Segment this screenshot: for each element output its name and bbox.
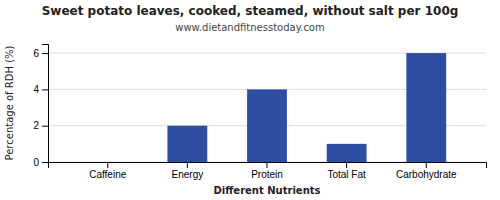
- x-axis-line: [49, 163, 487, 169]
- title: Sweet potato leaves, cooked, steamed, wi…: [42, 4, 459, 18]
- grid: [48, 53, 486, 162]
- x-tick: Protein: [251, 162, 283, 180]
- x-tick-mark: [426, 162, 427, 168]
- plot-area: 0 2 4 6 Caffeine Energy Protein Total Fat Carboh…: [33, 45, 486, 181]
- x-tick-mark: [187, 162, 188, 168]
- x-tick: Energy: [172, 162, 204, 180]
- y-tick: 2: [33, 120, 48, 131]
- y-tick: 0: [33, 157, 48, 168]
- bar: [88, 162, 128, 163]
- y-tick-label: 6: [33, 48, 39, 59]
- chart-container: Sweet potato leaves, cooked, steamed, wi…: [0, 0, 500, 200]
- x-tick-mark: [107, 162, 108, 168]
- bar: [406, 53, 446, 162]
- x-axis: Caffeine Energy Protein Total Fat Carbohydra…: [49, 162, 487, 180]
- subtitle: www.dietandfitnesstoday.com: [175, 22, 324, 33]
- y-axis-line: [42, 45, 49, 163]
- x-tick-mark: [267, 162, 268, 168]
- x-tick: Caffeine: [89, 162, 127, 180]
- y-tick-mark: [42, 126, 48, 127]
- x-tick-label: Energy: [172, 169, 204, 180]
- x-axis-label: Different Nutrients: [214, 185, 321, 196]
- y-tick-label: 4: [33, 84, 39, 95]
- y-tick: 6: [33, 48, 48, 59]
- x-tick-label: Total Fat: [327, 169, 366, 180]
- y-tick-label: 0: [33, 157, 39, 168]
- x-tick-label: Protein: [251, 169, 283, 180]
- y-axis-label: Percentage of RDH (%): [4, 45, 15, 160]
- bars: [167, 53, 446, 162]
- y-tick-label: 2: [33, 120, 39, 131]
- y-tick: 4: [33, 84, 48, 95]
- chart-svg: Sweet potato leaves, cooked, steamed, wi…: [0, 0, 500, 200]
- x-tick-mark: [346, 162, 347, 168]
- x-tick-label: Caffeine: [89, 169, 127, 180]
- y-axis: 0 2 4 6: [33, 45, 48, 168]
- x-tick: Total Fat: [327, 162, 366, 180]
- y-tick-mark: [42, 162, 48, 163]
- bar: [167, 126, 207, 162]
- y-tick-mark: [42, 89, 48, 90]
- x-tick: Carbohydrate: [396, 162, 457, 180]
- y-tick-mark: [42, 53, 48, 54]
- x-tick-label: Carbohydrate: [396, 169, 457, 180]
- bar: [247, 89, 287, 162]
- bar: [327, 144, 367, 162]
